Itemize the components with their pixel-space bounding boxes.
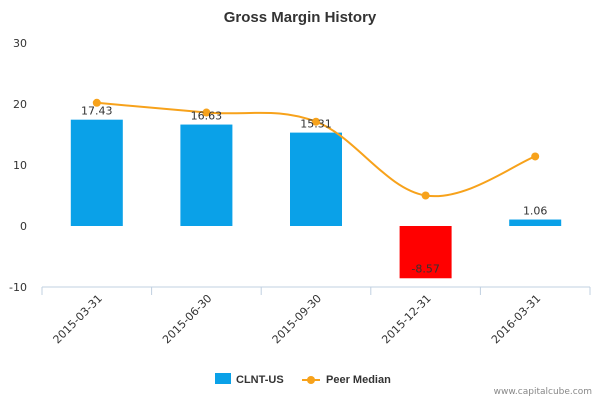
x-tick-label: 2015-06-30 (160, 292, 214, 346)
x-tick-label: 2015-12-31 (379, 292, 433, 346)
bar-series (70, 119, 562, 279)
y-tick-label: 10 (13, 159, 27, 172)
peer-median-point (421, 191, 430, 200)
legend-swatch-peer-median-marker (307, 376, 315, 384)
bar (70, 119, 123, 226)
y-tick-label: 30 (13, 37, 27, 50)
x-tick-label: 2016-03-31 (489, 292, 543, 346)
y-tick-label: 0 (20, 220, 27, 233)
bar (399, 226, 452, 279)
data-labels: 17.43 16.63 15.31 -8.57 1.06 (81, 105, 547, 276)
peer-median-point (312, 117, 320, 126)
bar-data-label: 17.43 (81, 105, 113, 118)
bar-data-label: 16.63 (191, 110, 223, 123)
x-tick-label: 2015-03-31 (51, 292, 105, 346)
legend-label-clnt-us: CLNT-US (236, 374, 284, 386)
bar (290, 132, 342, 226)
peer-median-series (92, 98, 540, 200)
x-tick-label: 2015-09-30 (270, 292, 324, 346)
legend-swatch-clnt-us (215, 373, 231, 384)
bar (509, 219, 562, 226)
bar-data-label: 15.31 (300, 118, 332, 131)
y-tick-label: -10 (9, 281, 27, 294)
watermark: www.capitalcube.com (494, 387, 592, 397)
y-tick-label: 20 (13, 98, 27, 111)
legend-label-peer-median: Peer Median (326, 374, 391, 386)
peer-median-point (202, 108, 211, 117)
bar-data-label: 1.06 (523, 205, 548, 218)
bar (180, 124, 233, 226)
chart-title: Gross Margin History (224, 9, 377, 26)
peer-median-point (531, 152, 540, 161)
peer-median-point (92, 98, 101, 107)
legend: CLNT-US Peer Median (215, 373, 391, 386)
bar-data-label: -8.57 (411, 262, 439, 275)
